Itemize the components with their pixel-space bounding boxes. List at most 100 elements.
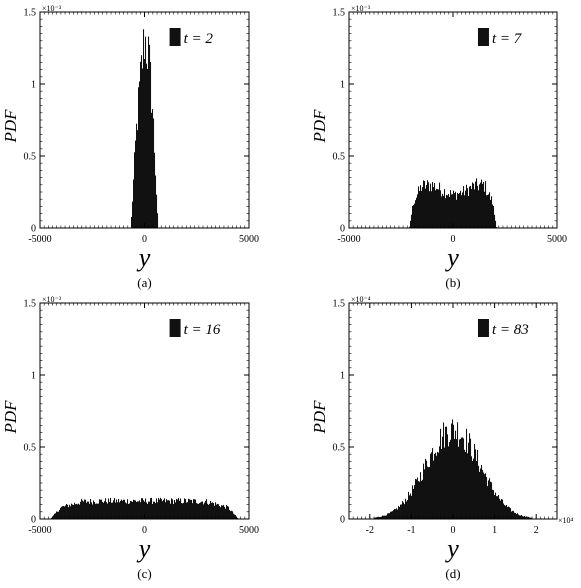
histogram-bar — [53, 515, 55, 519]
histogram-bar — [484, 474, 486, 519]
x-axis-label: y — [444, 243, 459, 272]
histogram-bar — [457, 192, 459, 228]
histogram-bar — [486, 195, 488, 228]
histogram-bar — [179, 500, 181, 519]
histogram-bar — [207, 503, 209, 519]
histogram-bar — [130, 501, 132, 519]
histogram-bar — [488, 480, 490, 519]
histogram-bar — [152, 109, 154, 228]
histogram-bar — [106, 502, 108, 519]
histogram-bar — [441, 196, 443, 228]
histogram-bar — [161, 499, 163, 519]
histogram-bar — [468, 442, 470, 519]
histogram-bar — [473, 183, 475, 228]
histogram-bar — [449, 442, 451, 519]
histogram-bar — [528, 516, 530, 519]
histogram-bar — [487, 486, 489, 519]
histogram-bar — [485, 473, 487, 519]
histogram-bar — [224, 506, 226, 519]
histogram-bar — [62, 506, 64, 519]
subfigure-label: (d) — [445, 566, 460, 581]
histogram-bar — [499, 498, 501, 519]
histogram-bar — [434, 183, 436, 228]
histogram-bar — [524, 516, 526, 519]
x-tick-label: 2 — [534, 525, 539, 536]
histogram-bar — [412, 205, 414, 228]
histogram-bar — [448, 194, 450, 228]
histogram-bar — [467, 453, 469, 519]
histogram-bar — [440, 190, 442, 228]
histogram-bar — [181, 502, 183, 519]
histogram-bar — [154, 152, 156, 228]
histogram-bar — [376, 517, 378, 519]
y-axis-label: PDF — [1, 400, 20, 435]
x-tick-label: 5000 — [239, 234, 259, 245]
histogram-bar — [429, 191, 431, 228]
histogram-bar — [444, 447, 446, 519]
histogram-bar — [171, 498, 173, 519]
histogram-bar — [417, 194, 419, 228]
histogram-bar — [379, 516, 381, 519]
histogram-bar — [155, 175, 157, 228]
histogram-bar — [146, 63, 148, 228]
histogram-bar — [475, 181, 477, 228]
histogram-bar — [192, 503, 194, 519]
histogram-bar — [144, 58, 146, 229]
histogram-bar — [212, 502, 214, 519]
y-tick-label: 1.5 — [333, 299, 346, 310]
histogram-bar — [145, 498, 147, 519]
histogram-bar — [407, 500, 409, 519]
histogram-bar — [194, 499, 196, 519]
histogram-bar — [477, 449, 479, 519]
histogram-bar — [125, 502, 127, 519]
histogram-bar — [475, 449, 477, 519]
histogram-bar — [197, 503, 199, 519]
histogram-bar — [425, 458, 427, 519]
histogram-bar — [439, 446, 441, 519]
histogram-bar — [495, 220, 497, 228]
histogram-bar — [140, 502, 142, 519]
histogram-bar — [65, 505, 67, 519]
histogram-bar — [411, 214, 413, 228]
histogram-bar — [189, 499, 191, 519]
histogram-bar — [188, 498, 190, 519]
histogram-bar — [59, 509, 61, 519]
histogram-bar — [54, 513, 56, 519]
histogram-bar — [449, 196, 451, 228]
histogram-bar — [530, 517, 532, 519]
histogram-bar — [490, 199, 492, 228]
histogram-bar — [191, 499, 193, 519]
histogram-bar — [378, 517, 380, 519]
histogram-bar — [435, 452, 437, 519]
histogram-bar — [427, 180, 429, 228]
histogram-bar — [428, 182, 430, 228]
histogram-bar — [229, 509, 231, 519]
x-tick-label: 0 — [451, 234, 456, 245]
histogram-bar — [455, 191, 457, 228]
histogram-bar — [481, 179, 483, 228]
histogram-bar — [61, 506, 63, 519]
histogram-bar — [415, 478, 417, 519]
y-multiplier: ×10⁻³ — [42, 4, 62, 13]
histogram-bar — [132, 501, 134, 519]
y-axis-label: PDF — [310, 109, 329, 144]
x-multiplier: ×10⁴ — [558, 516, 574, 525]
histogram-bar — [455, 430, 457, 519]
histogram-bar — [200, 502, 202, 519]
histogram-bar — [182, 503, 184, 519]
histogram-bar — [477, 185, 479, 228]
y-tick-label: 0.5 — [333, 443, 346, 454]
histogram-bar — [213, 503, 215, 519]
histogram-bar — [170, 503, 172, 519]
histogram-bar — [380, 516, 382, 519]
histogram-bar — [146, 502, 148, 519]
histogram-bar — [222, 505, 224, 519]
histogram-bar — [93, 500, 95, 519]
histogram-bar — [110, 497, 112, 519]
y-tick-label: 0.5 — [333, 152, 346, 163]
y-tick-label: 1 — [31, 371, 36, 382]
histogram-bar — [100, 499, 102, 519]
histogram-bar — [428, 467, 430, 519]
histogram-bar — [508, 506, 510, 519]
